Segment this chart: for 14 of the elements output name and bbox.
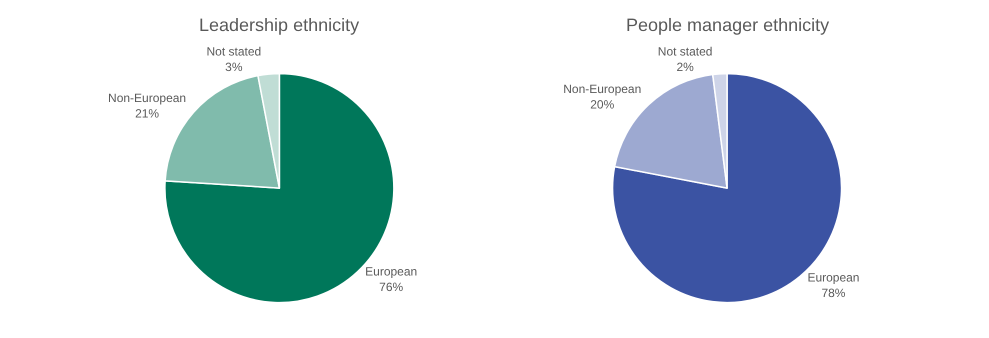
data-label: 2%: [676, 60, 694, 74]
slice-label: Non-European: [108, 91, 186, 106]
slice-label: Not stated: [206, 44, 262, 59]
data-label: 78%: [821, 286, 846, 300]
slice-label: Non-European: [563, 82, 642, 96]
chart-title: People manager ethnicity: [626, 15, 830, 35]
slice-label: European: [807, 270, 860, 284]
data-label: 21%: [135, 106, 160, 121]
chart-title: Leadership ethnicity: [199, 15, 360, 35]
data-label: 76%: [379, 280, 404, 294]
slice-label: Not stated: [658, 44, 712, 58]
data-label: 3%: [225, 60, 243, 74]
data-label: 20%: [590, 98, 615, 112]
slice-label: European: [365, 264, 418, 279]
